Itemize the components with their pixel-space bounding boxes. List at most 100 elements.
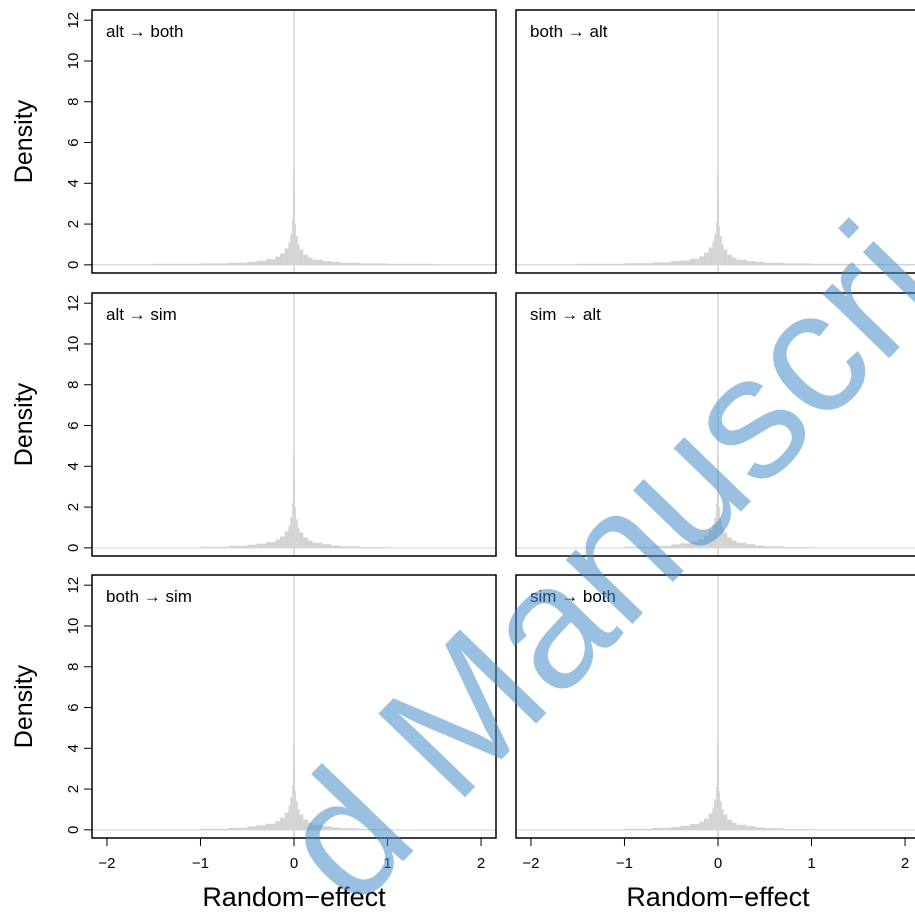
- histogram-bar: [712, 241, 715, 265]
- histogram-bar: [295, 236, 298, 265]
- histogram-bar: [755, 261, 765, 265]
- histogram-bar: [284, 531, 289, 548]
- histogram-bar: [689, 824, 700, 830]
- y-tick-label: 6: [65, 138, 82, 146]
- histogram-bar: [755, 827, 765, 830]
- histogram-bar: [680, 543, 690, 548]
- histogram-bar: [699, 539, 704, 548]
- histogram-bar: [279, 253, 285, 265]
- panel: sim → both −2 −1 0 1 2 Random−effect: [515, 574, 915, 912]
- histogram-bar: [303, 254, 309, 265]
- histogram-bar: [811, 263, 859, 265]
- histogram-bar: [721, 244, 724, 265]
- y-tick-label: 12: [65, 577, 82, 594]
- histogram-bar: [275, 821, 280, 830]
- histogram-bar: [783, 263, 812, 265]
- histogram-bar: [624, 546, 653, 548]
- histogram-bar: [265, 823, 276, 830]
- histogram-bar: [577, 263, 625, 265]
- y-tick-label: 12: [65, 12, 82, 29]
- panel: both → alt: [512, 9, 915, 274]
- y-tick-label: 10: [65, 336, 82, 353]
- panel: alt → both 0 2 4 6 8 10 12 Density: [10, 9, 500, 274]
- histogram-bar: [247, 261, 257, 265]
- histogram-bar: [322, 261, 332, 265]
- histogram-bar: [284, 248, 289, 265]
- histogram-bar: [716, 222, 718, 265]
- histogram-bar: [699, 821, 704, 830]
- histogram-bar: [256, 825, 266, 830]
- x-tick-label: −1: [192, 855, 209, 872]
- panel: alt → sim 0 2 4 6 8 10 12 Density: [10, 292, 497, 557]
- histogram-bar: [721, 527, 724, 548]
- histogram-bar: [723, 532, 728, 548]
- y-tick-label: 0: [65, 544, 82, 552]
- histogram-bar: [680, 260, 690, 265]
- histogram-bar: [294, 224, 296, 265]
- panel-frame: [91, 9, 497, 274]
- y-tick-label: 0: [65, 826, 82, 834]
- histogram-bar: [727, 254, 733, 265]
- y-tick-label: 12: [65, 295, 82, 312]
- histogram-bar: [265, 259, 276, 265]
- y-tick-label: 2: [65, 785, 82, 793]
- histogram-bar: [297, 527, 300, 548]
- histogram-bar: [703, 252, 709, 265]
- histogram-bar: [292, 502, 294, 548]
- panel-label: alt → sim: [106, 305, 177, 324]
- panel-label: sim → alt: [530, 305, 601, 324]
- y-tick-label: 10: [65, 53, 82, 70]
- x-tick-label: −2: [522, 855, 539, 872]
- panel-frame: [515, 9, 915, 274]
- histogram-bar: [732, 257, 737, 265]
- histogram-bar: [736, 542, 747, 548]
- histogram-bar: [671, 544, 681, 548]
- histogram-bar: [279, 817, 285, 830]
- histogram-bar: [624, 828, 653, 830]
- histogram-bar: [718, 791, 720, 830]
- y-tick-label: 4: [65, 744, 82, 752]
- histogram-bar: [228, 262, 248, 265]
- histogram-bar: [703, 535, 709, 548]
- histogram-bar: [290, 517, 293, 548]
- panel: sim → alt: [515, 292, 915, 557]
- y-tick-label: 6: [65, 703, 82, 711]
- histogram-bar: [746, 544, 756, 548]
- histogram-bar: [294, 791, 296, 830]
- histogram-bar: [288, 525, 291, 548]
- histogram-bar: [308, 540, 313, 548]
- x-tick-label: 1: [383, 855, 391, 872]
- y-tick-label: 4: [65, 179, 82, 187]
- y-tick-label: 8: [65, 98, 82, 106]
- y-tick-label: 8: [65, 381, 82, 389]
- y-tick-label: 6: [65, 421, 82, 429]
- histogram-bar: [295, 801, 298, 830]
- histogram-bar: [312, 542, 323, 548]
- x-tick-label: −1: [616, 855, 633, 872]
- histogram-bar: [764, 262, 784, 265]
- histogram-bar: [290, 234, 293, 265]
- y-tick-label: 10: [65, 618, 82, 635]
- x-tick-label: 1: [807, 855, 815, 872]
- histogram-bar: [322, 544, 332, 548]
- histogram-bar: [680, 825, 690, 830]
- y-axis-label: Density: [10, 99, 38, 183]
- histogram-bar: [723, 249, 728, 265]
- histogram-bar: [714, 517, 717, 548]
- histogram-bar: [746, 826, 756, 830]
- histogram-bar: [275, 539, 280, 548]
- histogram-bar: [275, 256, 280, 265]
- histogram-bar: [303, 537, 309, 548]
- histogram-bar: [652, 827, 672, 830]
- histogram-bar: [764, 546, 784, 548]
- histogram-bar: [299, 532, 304, 548]
- histogram-bar: [671, 826, 681, 830]
- histogram-bar: [294, 507, 296, 548]
- histogram-bar: [387, 263, 435, 265]
- histogram-bar: [288, 805, 291, 830]
- y-tick-label: 8: [65, 663, 82, 671]
- histogram-bar: [331, 261, 341, 265]
- histogram-bar: [228, 827, 248, 830]
